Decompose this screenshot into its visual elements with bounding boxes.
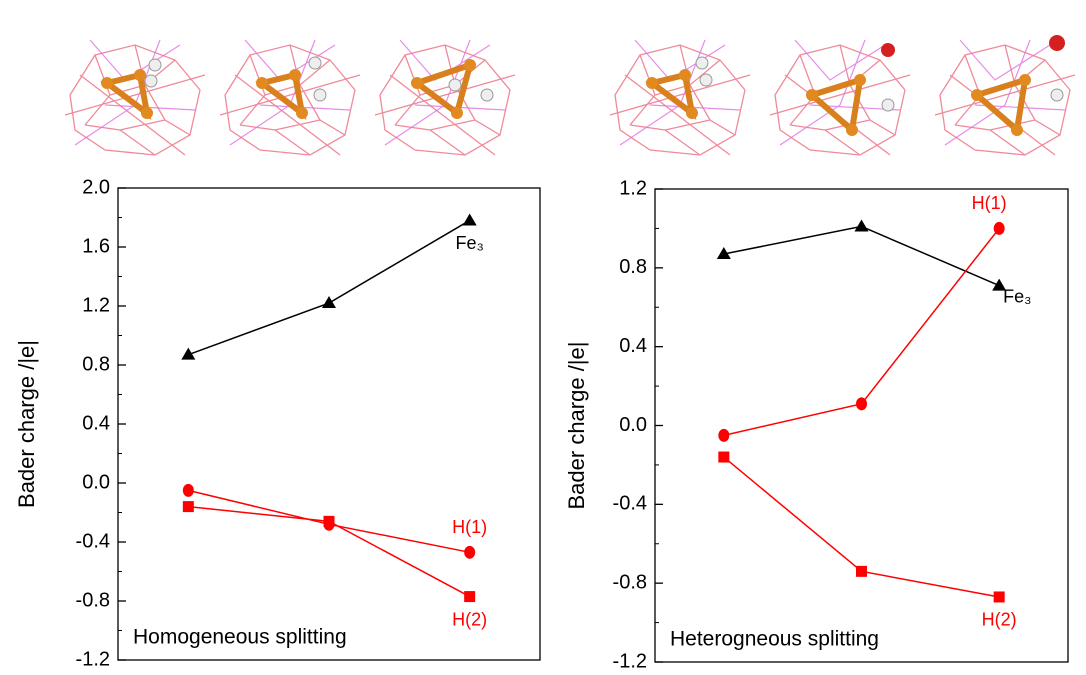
marker <box>322 296 336 308</box>
y-tick-label: 1.2 <box>619 177 647 199</box>
y-tick-label: 0.0 <box>619 414 647 436</box>
structure-thumbnails <box>65 35 1075 155</box>
y-axis-label: Bader charge /|e| <box>14 340 39 508</box>
y-tick-label: -0.8 <box>76 589 110 611</box>
y-tick-label: 0.4 <box>82 412 110 434</box>
y-tick-label: -1.2 <box>76 648 110 670</box>
y-tick-label: 0.0 <box>82 471 110 493</box>
marker <box>994 591 1005 602</box>
series-line <box>188 220 469 354</box>
series-label: H(2) <box>452 609 487 629</box>
marker <box>183 484 194 497</box>
chart-panel: -1.2 -0.8 -0.4 0.0 0.4 0.8 1.2 Bader charge /|e… <box>564 177 1068 670</box>
y-tick-label: 0.8 <box>82 353 110 375</box>
series-label: H(2) <box>982 610 1017 630</box>
series-label: H(1) <box>972 193 1007 213</box>
annotation: Heterogneous splitting <box>670 628 879 651</box>
marker <box>324 516 335 527</box>
y-tick-label: -0.4 <box>76 530 110 552</box>
chart-panel: -1.2 -0.8 -0.4 0.0 0.4 0.8 1.2 1.6 2.0 Bader char… <box>14 176 540 670</box>
marker <box>463 213 477 225</box>
marker <box>856 397 867 410</box>
marker <box>464 546 475 559</box>
figure: -1.2 -0.8 -0.4 0.0 0.4 0.8 1.2 1.6 2.0 Bader char… <box>0 0 1086 670</box>
y-tick-label: 0.8 <box>619 256 647 278</box>
marker <box>183 501 194 512</box>
series-label: Fe₃ <box>1003 286 1031 306</box>
plot-frame <box>118 188 540 660</box>
y-tick-label: 1.6 <box>82 235 110 257</box>
plot-frame <box>655 189 1068 662</box>
marker <box>856 566 867 577</box>
marker <box>855 219 869 231</box>
y-tick-label: -0.4 <box>613 493 647 515</box>
y-tick-label: -1.2 <box>613 650 647 670</box>
y-tick-label: 0.4 <box>619 335 647 357</box>
marker <box>718 452 729 463</box>
marker <box>464 591 475 602</box>
series-label: H(1) <box>452 517 487 537</box>
annotation: Homogeneous splitting <box>133 626 347 649</box>
y-tick-label: 1.2 <box>82 294 110 316</box>
y-axis-label: Bader charge /|e| <box>564 342 589 510</box>
y-tick-label: 2.0 <box>82 176 110 198</box>
marker <box>718 429 729 442</box>
marker <box>994 222 1005 235</box>
y-tick-label: -0.8 <box>613 571 647 593</box>
series-line <box>724 226 999 285</box>
series-label: Fe₃ <box>455 233 483 253</box>
